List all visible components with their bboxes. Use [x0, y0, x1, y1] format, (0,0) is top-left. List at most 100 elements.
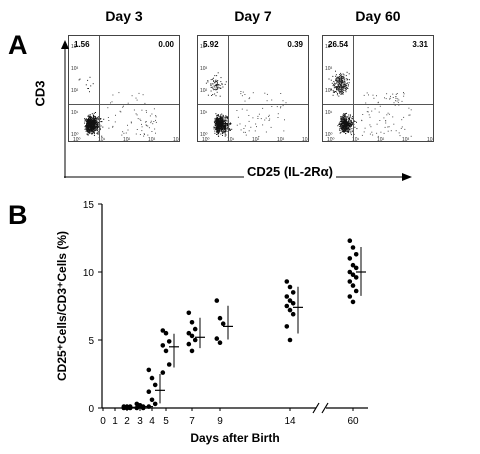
flow-dot [215, 122, 217, 124]
flow-dot [354, 126, 356, 128]
flow-dot [94, 128, 96, 130]
flow-x-tick-label: 10⁴ [302, 137, 309, 142]
data-point [347, 238, 353, 243]
flow-dot [376, 95, 377, 97]
flow-dot [95, 120, 97, 122]
flow-dot [95, 123, 97, 124]
flow-dot [336, 94, 338, 96]
flow-dot [333, 81, 335, 82]
flow-dot [342, 114, 344, 116]
flow-dot [241, 95, 243, 97]
flow-dot [217, 125, 219, 127]
flow-dot [262, 124, 264, 126]
flow-dot [92, 123, 94, 125]
flow-dot [87, 118, 89, 120]
flow-dot [219, 119, 221, 121]
axis-break-mark [312, 402, 320, 414]
flow-dot [219, 117, 220, 119]
flow-x-tick-label: 10⁰ [202, 137, 210, 142]
flow-dot [347, 123, 349, 125]
flow-dot [387, 126, 389, 128]
panel-a-letter: A [8, 30, 28, 60]
x-tick-label: 14 [284, 416, 296, 427]
flow-dot [216, 117, 218, 119]
flow-dot [335, 75, 337, 77]
flow-x-tick-label: 10⁴ [173, 137, 180, 142]
flow-dot [225, 130, 227, 132]
flow-dot [226, 124, 228, 126]
flow-dot [336, 80, 338, 82]
flow-dot [383, 117, 385, 119]
flow-dot [385, 98, 387, 100]
flow-dot [335, 80, 337, 82]
flow-dot [282, 105, 284, 107]
flow-dot [217, 124, 219, 126]
flow-dot [93, 115, 95, 117]
data-point [146, 404, 152, 409]
data-point [287, 337, 293, 343]
flow-y-tick-label: 10⁰ [200, 132, 208, 138]
flow-dot [337, 92, 338, 94]
flow-dot [97, 122, 99, 124]
flow-dot [91, 127, 93, 129]
flow-dot [141, 126, 143, 128]
flow-dot [85, 125, 87, 126]
flow-dot [213, 128, 215, 130]
flow-dot [87, 132, 89, 134]
flow-dot [88, 114, 90, 116]
flow-dot [335, 79, 337, 81]
flow-dot [349, 123, 351, 125]
flow-plot-day-3: 10⁰ 10⁰ 10¹ 10¹ 10² 10² 10³ 10³ 10⁴ 10⁴ 1.56 0.00 [68, 35, 180, 142]
flow-dot [252, 92, 254, 94]
flow-dot [342, 129, 344, 131]
flow-dot [396, 93, 398, 94]
data-point [353, 288, 359, 294]
flow-dot [271, 99, 273, 101]
flow-dot [90, 116, 92, 118]
flow-dot [215, 85, 216, 87]
flow-dot [223, 130, 225, 132]
flow-dot [401, 126, 403, 128]
data-point [353, 265, 359, 271]
data-point [192, 326, 198, 332]
flow-dot [112, 125, 114, 127]
flow-dot [341, 122, 343, 124]
flow-dot [225, 134, 227, 136]
flow-dot [151, 131, 153, 132]
flow-dot [88, 119, 90, 121]
data-point [217, 315, 223, 321]
data-point [284, 303, 290, 309]
flow-dot [350, 124, 352, 126]
flow-dot [91, 126, 93, 127]
flow-dot [390, 130, 392, 132]
x-tick-label: 60 [347, 416, 359, 427]
flow-dot [217, 86, 219, 88]
flow-dot [343, 131, 345, 133]
flow-dot [335, 78, 337, 79]
flow-dot [100, 125, 102, 127]
flow-y-tick-label: 10⁴ [325, 44, 333, 50]
data-point [152, 382, 158, 388]
flow-dot [216, 85, 218, 87]
flow-dot [244, 125, 246, 127]
flow-dot [224, 123, 226, 125]
flow-dot [79, 78, 81, 80]
flow-dot [387, 112, 389, 114]
data-point [186, 330, 192, 336]
flow-dot [107, 107, 109, 109]
flow-dot [409, 114, 411, 116]
flow-dot [88, 122, 90, 124]
flow-dot [398, 132, 400, 134]
flow-dot [330, 88, 332, 90]
flow-dot [217, 119, 219, 121]
flow-plot-day-7: 10⁰ 10⁰ 10¹ 10¹ 10² 10² 10³ 10³ 10⁴ 10⁴ 5.92 0.39 [197, 35, 309, 142]
quadrant-divider-horizontal [69, 104, 179, 105]
flow-dot [218, 124, 220, 126]
flow-dot [216, 81, 218, 83]
flow-dot [347, 116, 349, 118]
flow-dot [393, 102, 395, 104]
flow-dot [92, 122, 94, 123]
flow-dot [335, 70, 336, 72]
data-point [146, 389, 152, 394]
flow-dot [86, 120, 88, 121]
